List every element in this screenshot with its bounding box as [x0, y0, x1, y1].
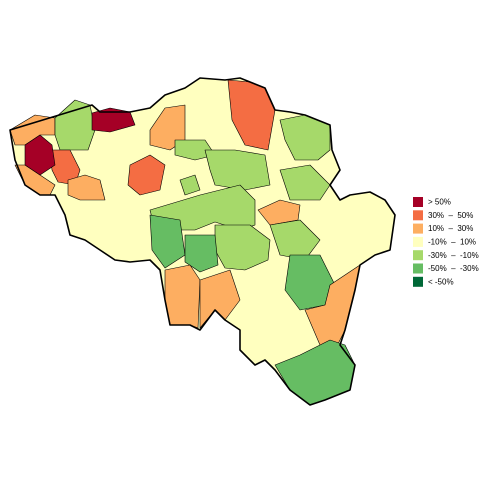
region — [91, 107, 136, 133]
region — [204, 149, 271, 191]
legend-swatch — [413, 236, 423, 247]
region — [164, 264, 201, 329]
legend-swatch — [413, 210, 423, 221]
region — [184, 234, 219, 273]
legend-swatch — [413, 250, 423, 261]
legend-swatch — [413, 276, 423, 287]
legend-label: -30% – -10% — [428, 251, 479, 260]
legend-label: > 50% — [428, 198, 451, 207]
region — [179, 174, 201, 196]
region — [127, 154, 166, 196]
legend-label: 30% – 50% — [428, 211, 473, 220]
legend-swatch — [413, 223, 423, 234]
region — [257, 199, 301, 226]
region — [269, 219, 321, 261]
region — [67, 174, 106, 201]
legend-label: < -50% — [428, 277, 454, 286]
region — [174, 139, 216, 161]
legend-swatch — [413, 263, 423, 274]
region — [149, 214, 186, 269]
region — [9, 114, 56, 146]
region — [24, 134, 56, 176]
legend: > 50% 30% – 50% 10% – 30% -10% – 10% -30% – … — [413, 197, 479, 287]
region — [279, 164, 331, 201]
legend-label: -10% – 10% — [428, 238, 476, 247]
legend-label: -50% – -30% — [428, 264, 479, 273]
country-border — [9, 77, 396, 406]
regions — [9, 77, 396, 406]
region — [54, 99, 96, 151]
legend-swatch — [413, 197, 423, 207]
legend-label: 10% – 30% — [428, 224, 473, 233]
